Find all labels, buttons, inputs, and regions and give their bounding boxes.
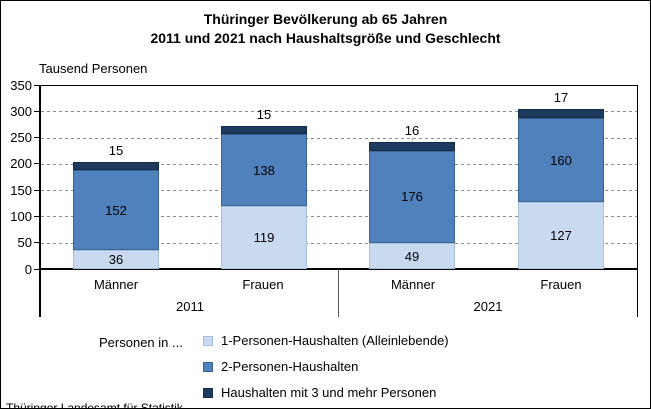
chart-title: Thüringer Bevölkerung ab 65 Jahren 2011 … (1, 10, 650, 48)
y-axis-line (39, 85, 41, 317)
bar-value-label: 127 (550, 228, 572, 244)
bar-value-label: 138 (253, 162, 275, 178)
x-axis-line (39, 268, 638, 270)
legend-item-label: 2-Personen-Haushalten (221, 359, 359, 374)
legend-item-label: Haushalten mit 3 und mehr Personen (221, 385, 437, 400)
y-axis-unit-label: Tausend Personen (39, 61, 148, 76)
year-group-label: 2021 (473, 299, 503, 314)
y-tick-label: 350 (10, 77, 32, 93)
bar-value-label: 176 (401, 189, 423, 205)
legend-swatch (203, 388, 213, 398)
y-tick-label: 150 (10, 182, 32, 198)
y-tick-mark (34, 189, 41, 191)
bar-value-label: 152 (105, 202, 127, 218)
bar: 119 138 15 (221, 107, 307, 269)
y-tick-mark (34, 163, 41, 165)
legend-swatch (203, 362, 213, 372)
bar-segment: 49 (369, 243, 455, 269)
y-tick-label: 100 (10, 208, 32, 224)
source-footer: Thüringer Landesamt für Statistik (6, 401, 183, 409)
y-gridline (41, 163, 637, 165)
y-tick-mark (34, 215, 41, 217)
bar-segment (221, 126, 307, 134)
label-leader-line (412, 137, 413, 143)
y-gridline (41, 190, 637, 192)
category-label: Frauen (540, 277, 582, 292)
bar-segment: 160 (518, 118, 604, 203)
y-tick-label: 0 (24, 261, 32, 277)
category-label: Männer (390, 277, 436, 292)
legend-item-label: 1-Personen-Haushalten (Alleinlebende) (221, 333, 449, 348)
y-gridline (41, 137, 637, 139)
bar-value-label: 119 (253, 230, 275, 246)
legend-swatch (203, 336, 213, 346)
bar: 127 160 17 (518, 90, 604, 269)
y-tick-label: 250 (10, 130, 32, 146)
bar-segment: 127 (518, 202, 604, 269)
bar-value-label: 36 (108, 252, 124, 268)
y-tick-mark (34, 268, 41, 270)
bar-value-label-above: 15 (256, 107, 272, 123)
y-tick-label: 50 (17, 235, 32, 251)
bar-value-label-above: 16 (404, 123, 420, 139)
y-tick-label: 200 (10, 156, 32, 172)
bar-value-label-above: 15 (108, 143, 124, 159)
y-tick-mark (34, 110, 41, 112)
bar-segment (518, 109, 604, 119)
category-label: Männer (93, 277, 139, 292)
bar-segment: 119 (221, 206, 307, 269)
bar: 36 152 15 (73, 143, 159, 269)
y-tick-mark (34, 84, 41, 86)
bar-segment: 152 (73, 170, 159, 251)
chart-title-line2: 2011 und 2021 nach Haushaltsgröße und Ge… (150, 30, 501, 46)
y-gridline (41, 216, 637, 218)
bar-segment: 36 (73, 250, 159, 269)
y-tick-mark (34, 242, 41, 244)
plot-right-border (637, 85, 638, 317)
bar-value-label-above: 17 (553, 90, 569, 106)
legend-prefix-label: Personen in ... (99, 335, 183, 350)
y-tick-label: 300 (10, 103, 32, 119)
category-label: Frauen (242, 277, 284, 292)
bar-segment: 176 (369, 150, 455, 244)
plot-top-border (41, 85, 638, 86)
y-tick-mark (34, 137, 41, 139)
bar-value-label: 49 (404, 248, 420, 264)
year-group-label: 2011 (176, 299, 204, 314)
y-gridline (41, 111, 637, 113)
bar-segment (73, 162, 159, 171)
bar-segment (369, 142, 455, 151)
plot-area: 36 152 15 119 138 15 49 176 16 127 160 17 (41, 85, 637, 269)
chart-title-line1: Thüringer Bevölkerung ab 65 Jahren (203, 11, 448, 27)
bar-segment: 138 (221, 133, 307, 207)
y-gridline (41, 242, 637, 244)
year-group-separator (338, 270, 339, 317)
bar: 49 176 16 (369, 123, 455, 269)
bar-value-label: 160 (550, 152, 572, 168)
